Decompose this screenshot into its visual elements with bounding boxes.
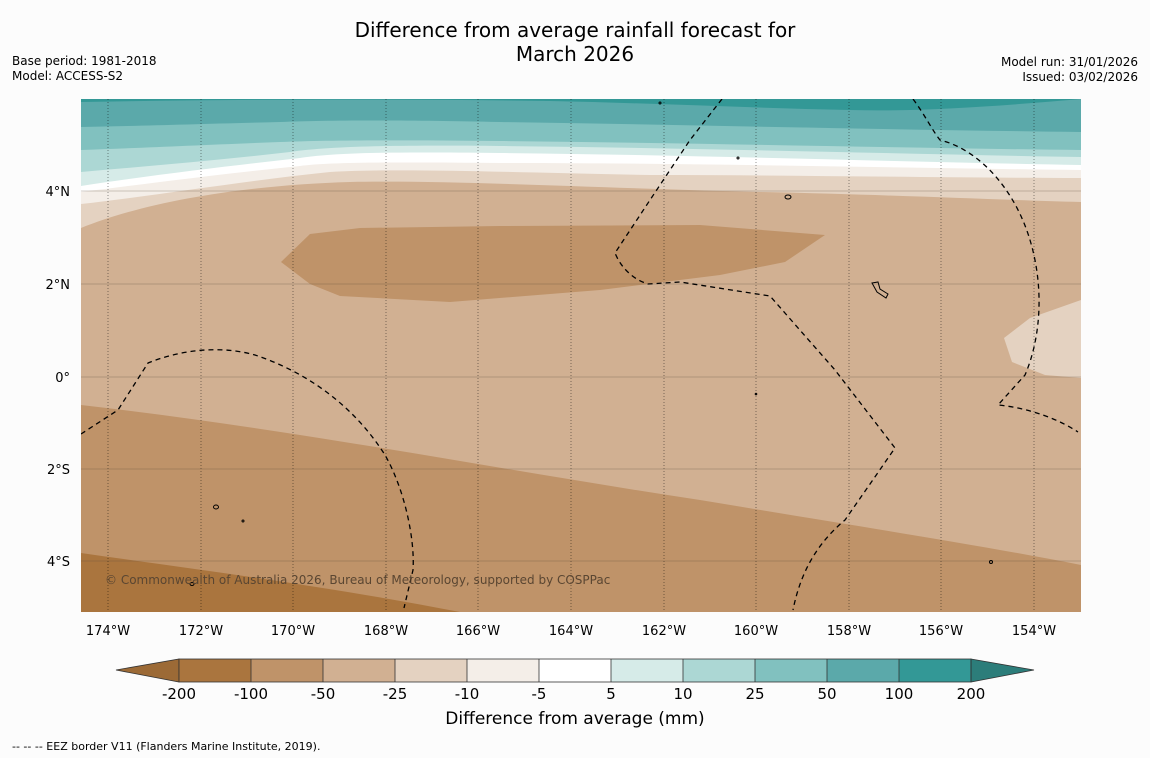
eez-note: -- -- -- EEZ border V11 (Flanders Marine… (12, 740, 321, 753)
colorbar-bin (611, 659, 683, 682)
island (213, 504, 219, 510)
eez-borders (81, 99, 1079, 611)
lat-label: 4°N (46, 185, 71, 200)
rainfall-band-neg100-neg50-south (81, 405, 1081, 612)
island (189, 582, 195, 586)
latitude-labels: 4°N 2°N 0° 2°S 4°S (46, 185, 71, 570)
island (784, 194, 792, 200)
colorbar: -200 -100 -50 -25 -10 -5 5 10 25 50 100 … (115, 658, 1035, 700)
island (989, 560, 993, 564)
lon-label: 172°W (179, 624, 223, 639)
lon-label: 160°W (734, 624, 778, 639)
model-text: Model: ACCESS-S2 (12, 69, 124, 83)
lon-label: 164°W (549, 624, 593, 639)
eez-border-west (81, 349, 414, 609)
map-field: © Commonwealth of Australia 2026, Bureau… (81, 99, 1081, 612)
colorbar-bin (683, 659, 755, 682)
colorbar-tick-labels: -200 -100 -50 -25 -10 -5 5 10 25 50 100 … (162, 685, 985, 700)
base-period-text: Base period: 1981-2018 (12, 54, 157, 68)
longitude-labels: 174°W 172°W 170°W 168°W 166°W 164°W 162°… (86, 624, 1056, 639)
chart-title: Difference from average rainfall forecas… (0, 18, 1150, 66)
colorbar-tick-label: 100 (885, 685, 914, 700)
lat-label: 4°S (47, 555, 70, 570)
islands (189, 101, 993, 586)
colorbar-tick-label: 25 (745, 685, 764, 700)
colorbar-tick-label: 10 (673, 685, 692, 700)
colorbar-min-arrow (115, 658, 180, 683)
lat-label: 2°S (47, 463, 70, 478)
lon-label: 168°W (364, 624, 408, 639)
legend-title: Difference from average (mm) (445, 709, 705, 729)
lon-label: 154°W (1012, 624, 1056, 639)
island (658, 101, 662, 105)
island (754, 392, 758, 396)
island (871, 281, 889, 299)
rainfall-band-100-200 (81, 99, 1081, 111)
colorbar-tick-label: -25 (383, 685, 408, 700)
colorbar-tick-label: 50 (817, 685, 836, 700)
rainfall-band-neg200-neg100 (81, 553, 460, 612)
rainfall-band-neg25-neg10-east (1004, 300, 1081, 378)
meta-left: Base period: 1981-2018 Model: ACCESS-S2 (12, 54, 157, 84)
colorbar-bin (755, 659, 827, 682)
colorbar-tick-label: -10 (455, 685, 480, 700)
colorbar-bin (899, 659, 971, 682)
copyright-text: © Commonwealth of Australia 2026, Bureau… (105, 573, 610, 587)
colorbar-bin (539, 659, 611, 682)
colorbar-tick-label: 5 (606, 685, 616, 700)
chart-title-line2: March 2026 (515, 42, 635, 66)
rainfall-map: © Commonwealth of Australia 2026, Bureau… (46, 99, 1081, 700)
rainfall-band-neg100-neg50-central (281, 225, 825, 302)
island (241, 519, 245, 523)
colorbar-tick-label: -50 (311, 685, 336, 700)
latitude-gridlines (81, 190, 1081, 562)
island (736, 156, 740, 160)
lon-label: 156°W (919, 624, 963, 639)
lon-label: 166°W (456, 624, 500, 639)
lon-label: 170°W (271, 624, 315, 639)
colorbar-bin (395, 659, 467, 682)
lon-label: 158°W (827, 624, 871, 639)
lon-label: 162°W (642, 624, 686, 639)
meta-right: Model run: 31/01/2026 Issued: 03/02/2026 (1001, 55, 1138, 85)
colorbar-max-arrow (970, 658, 1035, 683)
chart-title-line1: Difference from average rainfall forecas… (354, 18, 796, 42)
colorbar-bin (251, 659, 323, 682)
issued-text: Issued: 03/02/2026 (1022, 70, 1138, 84)
model-run-text: Model run: 31/01/2026 (1000, 55, 1138, 69)
lat-label: 2°N (46, 278, 71, 293)
colorbar-outline (178, 658, 972, 683)
colorbar-tick-label: -5 (532, 685, 547, 700)
colorbar-tick-label: -100 (234, 685, 268, 700)
eez-border-east (912, 99, 1079, 433)
eez-border-central (614, 99, 896, 611)
lon-label: 174°W (86, 624, 130, 639)
colorbar-bin (827, 659, 899, 682)
colorbar-bin (323, 659, 395, 682)
colorbar-bin (179, 659, 251, 682)
colorbar-tick-label: -200 (162, 685, 196, 700)
colorbar-tick-label: 200 (957, 685, 986, 700)
colorbar-bin (467, 659, 539, 682)
colorbar-dividers (250, 659, 900, 682)
lat-label: 0° (55, 371, 70, 386)
